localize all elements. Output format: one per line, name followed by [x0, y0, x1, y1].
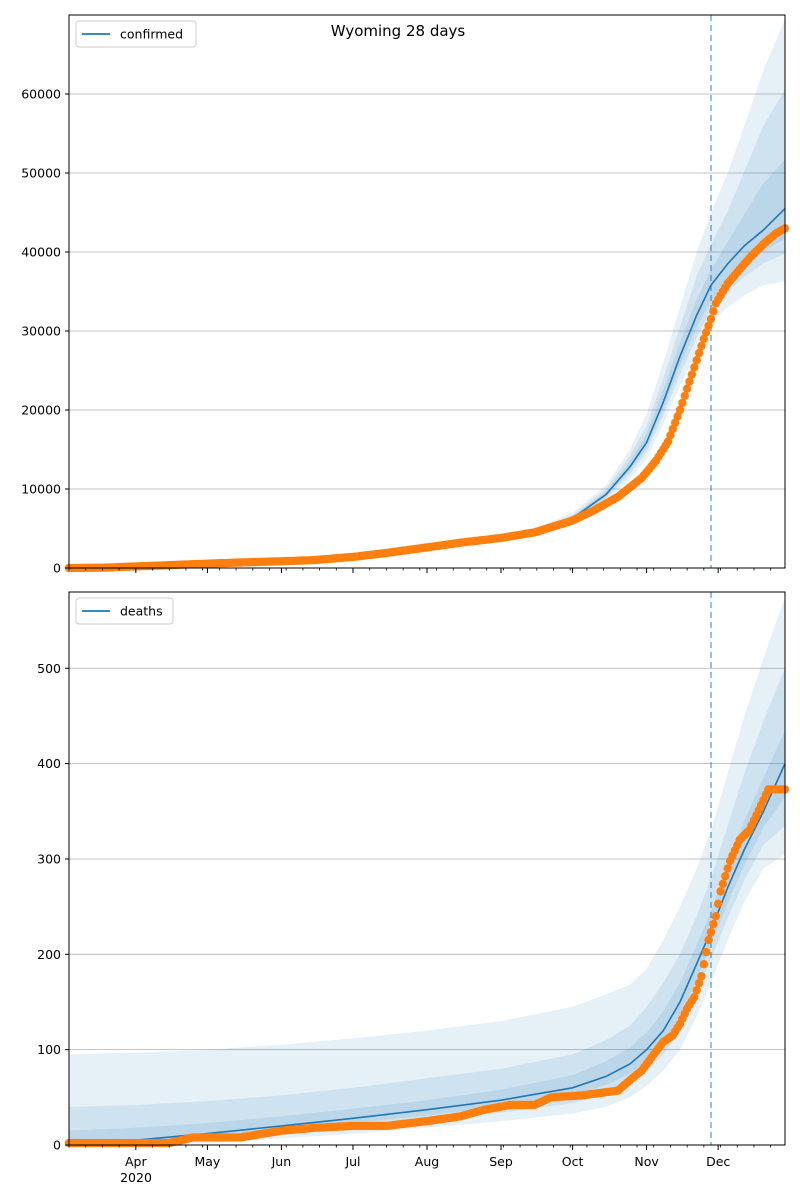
observed-point	[709, 919, 718, 929]
observed-point	[690, 363, 699, 372]
observed-point	[673, 412, 682, 421]
deaths-legend-box	[75, 597, 174, 625]
confirmed-observed-points	[64, 224, 790, 573]
deaths-legend: deaths	[75, 597, 174, 625]
confirmed-gridlines	[69, 93, 785, 490]
y-tick-label: 10000	[21, 482, 61, 497]
observed-point	[692, 356, 701, 365]
y-tick-label: 100	[37, 1042, 61, 1057]
y-tick-label: 400	[37, 756, 61, 771]
observed-point	[678, 398, 687, 408]
observed-point	[702, 947, 711, 957]
y-tick-label: 200	[37, 947, 61, 962]
observed-point	[706, 314, 716, 324]
observed-point	[704, 935, 713, 945]
observed-point	[723, 864, 732, 873]
y-tick-label: 0	[53, 561, 61, 576]
confirmed-legend-label: confirmed	[120, 27, 183, 42]
observed-point	[699, 334, 709, 344]
observed-point	[690, 993, 699, 1002]
confirmed-legend: confirmed	[75, 20, 197, 48]
x-tick-label: Nov	[634, 1154, 659, 1169]
observed-point	[699, 960, 709, 969]
confirmed-panel: 0 10000 20000 30000 40000 50000 60000 confirme…	[21, 14, 790, 576]
observed-point	[682, 384, 692, 393]
x-tick-label: Aug	[415, 1154, 439, 1169]
deaths-x-ticks	[68, 1145, 772, 1150]
confirmed-axes-frame	[68, 14, 786, 569]
observed-point	[709, 307, 718, 316]
uncertainty-band-0	[69, 596, 785, 1145]
observed-point	[711, 912, 720, 921]
confirmed-y-ticks: 0 10000 20000 30000 40000 50000 60000	[21, 87, 69, 576]
observed-point	[704, 321, 713, 330]
observed-point	[697, 972, 706, 981]
x-axis-year-label: 2020	[120, 1170, 152, 1185]
x-tick-label: Jun	[271, 1154, 292, 1169]
observed-point	[721, 871, 730, 881]
x-tick-label: Sep	[489, 1154, 513, 1169]
confirmed-x-ticks	[68, 568, 772, 573]
observed-point	[694, 348, 704, 358]
observed-point	[668, 424, 677, 434]
observed-point	[694, 979, 704, 988]
observed-point	[706, 927, 716, 937]
y-tick-label: 20000	[21, 403, 61, 418]
deaths-panel: 0 100 200 300 400 500 deaths	[37, 591, 790, 1153]
y-tick-label: 60000	[21, 87, 61, 102]
confirmed-bands	[69, 18, 785, 568]
observed-point	[687, 370, 697, 379]
figure-title: Wyoming 28 days	[331, 22, 466, 40]
observed-point	[697, 341, 706, 351]
observed-point	[716, 887, 725, 896]
y-tick-label: 50000	[21, 166, 61, 181]
observed-point	[714, 899, 723, 908]
uncertainty-band-0	[69, 18, 785, 568]
deaths-bands	[69, 596, 785, 1145]
observed-point	[663, 437, 673, 446]
observed-point	[702, 328, 711, 337]
x-tick-label: May	[194, 1154, 220, 1169]
deaths-model-line	[68, 763, 786, 1144]
deaths-observed-points	[64, 785, 790, 1148]
observed-point	[718, 879, 728, 888]
x-tick-label: Dec	[706, 1154, 730, 1169]
x-axis-month-labels: Apr May Jun Jul Aug Sep Oct Nov Dec	[125, 1154, 730, 1169]
deaths-gridlines	[69, 667, 785, 1051]
y-tick-label: 40000	[21, 245, 61, 260]
observed-point	[685, 377, 694, 386]
deaths-y-ticks: 0 100 200 300 400 500	[37, 661, 69, 1153]
observed-point	[692, 986, 701, 995]
observed-point	[666, 431, 675, 440]
y-tick-label: 500	[37, 661, 61, 676]
y-tick-label: 0	[53, 1138, 61, 1153]
y-tick-label: 30000	[21, 324, 61, 339]
y-tick-label: 300	[37, 851, 61, 866]
x-tick-label: Jul	[344, 1154, 360, 1169]
observed-point	[675, 405, 685, 415]
deaths-legend-label: deaths	[120, 604, 163, 619]
x-tick-label: Apr	[125, 1154, 147, 1169]
x-tick-label: Oct	[562, 1154, 584, 1169]
observed-point	[671, 418, 680, 427]
observed-point	[680, 391, 689, 400]
confirmed-legend-box	[75, 20, 197, 48]
